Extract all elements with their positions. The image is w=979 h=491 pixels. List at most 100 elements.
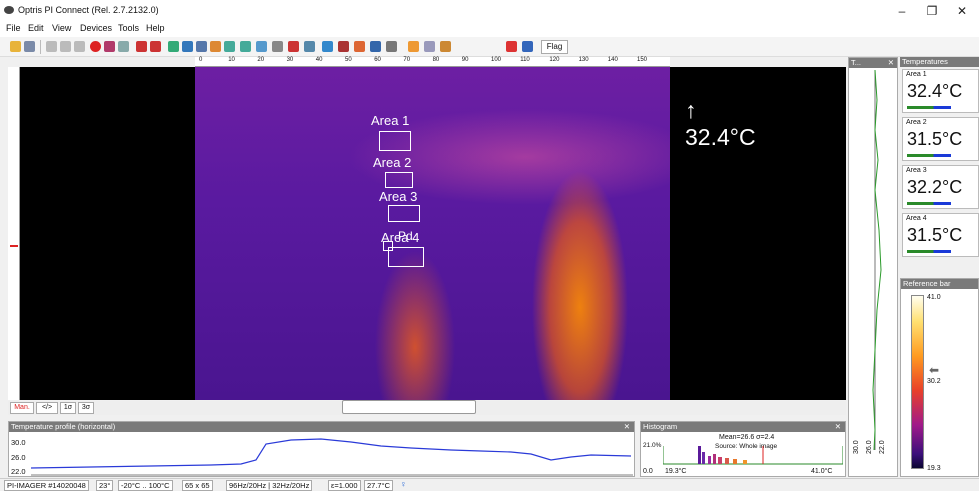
settings-icon[interactable] xyxy=(424,41,435,52)
temp-card-value: 31.5°C xyxy=(907,129,963,149)
horizontal-scrollbar[interactable] xyxy=(342,400,476,414)
flag-button[interactable]: Flag xyxy=(541,40,568,54)
open-icon[interactable] xyxy=(10,41,21,52)
ruler-tick: 140 xyxy=(607,57,618,63)
compare-icon[interactable] xyxy=(370,41,381,52)
fullscreen-icon[interactable] xyxy=(322,41,333,52)
line-icon[interactable] xyxy=(224,41,235,52)
menu-devices[interactable]: Devices xyxy=(80,23,113,33)
profile-chart xyxy=(31,438,633,476)
histogram-x-end: 41.0°C xyxy=(811,468,833,475)
palette-icon[interactable] xyxy=(338,41,349,52)
color-scale[interactable] xyxy=(911,295,924,469)
menu-tools[interactable]: Tools xyxy=(118,23,140,33)
tcolumn-chart xyxy=(872,70,882,450)
status-ambient: 27.7°C xyxy=(364,480,394,491)
temp-card-area-3[interactable]: Area 3 32.2°C xyxy=(902,165,979,209)
grid-icon[interactable] xyxy=(272,41,283,52)
thermal-image[interactable]: Area 1 Area 2 Area 3 Area 4 Pd ↑ 32.4°C xyxy=(195,67,756,400)
maximize-button[interactable]: ❐ xyxy=(926,4,938,18)
chart-icon[interactable] xyxy=(168,41,179,52)
ruler-tick: 10 xyxy=(228,57,235,63)
pause-icon[interactable] xyxy=(60,41,71,52)
colorbar-icon[interactable] xyxy=(408,41,419,52)
tcolumn-close-icon[interactable]: ✕ xyxy=(887,58,894,67)
histogram-x-min: 0.0 xyxy=(643,468,653,475)
area-icon[interactable] xyxy=(196,41,207,52)
tcolumn-label-2: 26.0 xyxy=(866,440,873,454)
copy-icon[interactable] xyxy=(118,41,129,52)
temp-card-bar xyxy=(907,154,951,157)
menu-help[interactable]: Help xyxy=(146,23,165,33)
reference-max: 41.0 xyxy=(927,294,941,301)
play-icon[interactable] xyxy=(46,41,57,52)
stop-icon[interactable] xyxy=(74,41,85,52)
histogram-icon[interactable] xyxy=(182,41,193,52)
histogram-panel: Histogram ✕ Mean=26.6 σ=2.4 Source: Whol… xyxy=(640,421,846,477)
arrow-left-icon[interactable]: ⬅ xyxy=(929,363,940,377)
merge-icon[interactable] xyxy=(354,41,365,52)
ruler-tick: 80 xyxy=(432,57,440,63)
pointer-label: Pd xyxy=(398,229,413,243)
radiation-icon[interactable] xyxy=(440,41,451,52)
temp-card-value: 31.5°C xyxy=(907,225,963,245)
save-icon[interactable] xyxy=(24,41,35,52)
reference-bar-panel: Reference bar 41.0 30.2 19.3 ⬅ xyxy=(900,278,979,477)
max-temperature: ↑ 32.4°C xyxy=(685,97,756,150)
reference-min: 19.3 xyxy=(927,465,941,472)
dash-icon[interactable] xyxy=(288,41,299,52)
temp-card-area-2[interactable]: Area 2 31.5°C xyxy=(902,117,979,161)
reference-bar-header: Reference bar xyxy=(901,279,978,289)
area-1-label: Area 1 xyxy=(371,113,410,128)
ruler-tick: 150 xyxy=(637,57,648,63)
range-button[interactable]: </> xyxy=(36,402,58,414)
temp-card-name: Area 3 xyxy=(906,167,927,174)
temperatures-title: Temperatures xyxy=(902,57,948,66)
temp-card-bar xyxy=(907,202,951,205)
status-bar: PI-IMAGER #14020048 23° -20°C .. 100°C 6… xyxy=(0,478,979,491)
manual-button[interactable]: Man. xyxy=(10,402,34,414)
histogram-close-icon[interactable]: ✕ xyxy=(834,422,841,431)
reference-mid: 30.2 xyxy=(927,378,941,385)
ruler-tick: 100 xyxy=(491,57,502,63)
profile-icon[interactable] xyxy=(240,41,251,52)
close-button[interactable]: ✕ xyxy=(956,4,968,18)
thermal-viewer[interactable]: Area 1 Area 2 Area 3 Area 4 Pd ↑ 32.4°C xyxy=(20,67,846,400)
menu-file[interactable]: File xyxy=(6,23,21,33)
minimize-button[interactable]: – xyxy=(898,4,906,18)
record-icon[interactable] xyxy=(90,41,101,52)
histogram-stats: Mean=26.6 σ=2.4 xyxy=(719,434,775,441)
ruler-tick: 90 xyxy=(461,57,469,63)
ruler-tick: 60 xyxy=(374,57,381,63)
ruler-tick: 50 xyxy=(345,57,352,63)
layout-icon[interactable] xyxy=(136,41,147,52)
temp-card-area-1[interactable]: Area 1 32.4°C xyxy=(902,69,979,113)
temperatures-header: Temperatures xyxy=(900,57,979,67)
temp-card-area-4[interactable]: Area 4 31.5°C xyxy=(902,213,979,257)
area-3-box[interactable] xyxy=(388,205,420,222)
area-4-box[interactable] xyxy=(388,247,424,267)
profile-close-icon[interactable]: ✕ xyxy=(623,422,630,431)
bulb-icon[interactable]: ♀ xyxy=(400,479,407,489)
hotspot-icon[interactable] xyxy=(210,41,221,52)
camera-icon[interactable] xyxy=(522,41,533,52)
tools-icon[interactable] xyxy=(386,41,397,52)
alarm-icon[interactable] xyxy=(506,41,517,52)
area-1-box[interactable] xyxy=(379,131,411,151)
title-bar: Optris PI Connect (Rel. 2.7.2132.0) – ❐ … xyxy=(0,0,979,22)
ruler-tick: 120 xyxy=(549,57,560,63)
tcolumn-label-1: 30.0 xyxy=(853,440,860,454)
toolbar: Flag xyxy=(0,37,979,57)
tcolumn-title: T... xyxy=(851,58,862,67)
window-icon[interactable] xyxy=(304,41,315,52)
layout2-icon[interactable] xyxy=(150,41,161,52)
temp-card-bar xyxy=(907,250,951,253)
graph-icon[interactable] xyxy=(256,41,267,52)
sigma3-button[interactable]: 3σ xyxy=(78,402,94,414)
sigma1-button[interactable]: 1σ xyxy=(60,402,76,414)
menu-edit[interactable]: Edit xyxy=(28,23,44,33)
menu-view[interactable]: View xyxy=(52,23,72,33)
snapshot-icon[interactable] xyxy=(104,41,115,52)
area-2-box[interactable] xyxy=(385,172,413,188)
histogram-header: Histogram ✕ xyxy=(641,422,845,432)
